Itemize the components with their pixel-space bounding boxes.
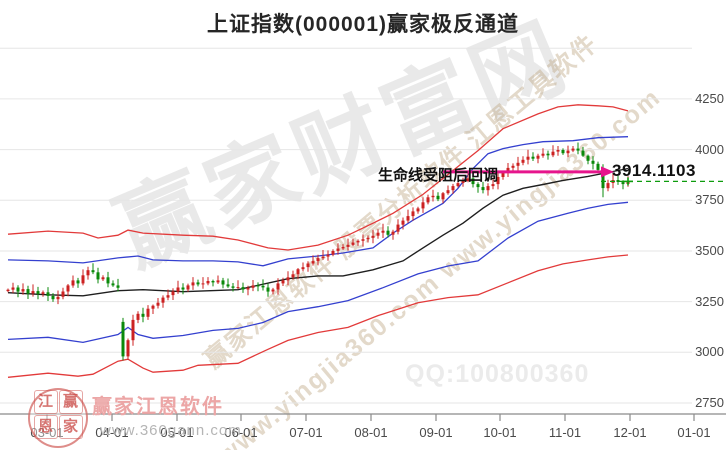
watermark-qq-number: QQ:100800360 bbox=[405, 360, 590, 388]
y-axis-label: 3750 bbox=[695, 192, 724, 207]
seal-char: 赢 bbox=[58, 390, 83, 414]
resistance-arrow bbox=[443, 166, 614, 178]
annotation-price-value: 3914.1103 bbox=[612, 161, 696, 180]
x-axis-label: 07-01 bbox=[289, 425, 323, 440]
company-seal-logo: 江 赢 恩 家 bbox=[28, 388, 88, 448]
channel-line-life_line bbox=[7, 167, 629, 297]
y-axis-label: 3250 bbox=[695, 294, 724, 309]
y-axis-label: 4250 bbox=[695, 91, 724, 106]
candles bbox=[6, 142, 630, 361]
y-axis-label: 3000 bbox=[695, 344, 724, 359]
chart-title: 上证指数(000001)赢家极反通道 bbox=[206, 13, 520, 36]
channel-line-upper_red bbox=[7, 104, 629, 251]
x-axis-label: 09-01 bbox=[419, 425, 453, 440]
channel-line-upper_blue bbox=[7, 136, 629, 267]
seal-char: 江 bbox=[33, 390, 58, 414]
x-axis-label: 05-01 bbox=[160, 425, 194, 440]
x-axis-label: 10-01 bbox=[483, 425, 517, 440]
seal-char: 恩 bbox=[33, 415, 58, 439]
website-url-watermark: www.360gann.com bbox=[100, 422, 242, 439]
y-axis-label: 4000 bbox=[695, 142, 724, 157]
channel-line-lower_red bbox=[7, 254, 629, 378]
y-axis-label: 2750 bbox=[695, 395, 724, 410]
x-axis-label: 11-01 bbox=[548, 425, 582, 440]
x-axis-label: 04-01 bbox=[95, 425, 129, 440]
gridlines bbox=[0, 47, 692, 404]
x-axis-label: 01-01 bbox=[677, 425, 711, 440]
seal-char: 家 bbox=[58, 415, 83, 439]
y-axis-label: 3500 bbox=[695, 243, 724, 258]
x-axis-label: 08-01 bbox=[354, 425, 388, 440]
annotation-resistance-label: 生命线受阻后回调 bbox=[378, 167, 499, 184]
last-close-level bbox=[601, 177, 726, 186]
software-name-watermark: 赢家江恩软件 bbox=[92, 396, 224, 418]
channel-line-lower_blue bbox=[7, 201, 629, 344]
x-axis-label: 12-01 bbox=[613, 425, 647, 440]
x-axis-label: 06-01 bbox=[224, 425, 258, 440]
